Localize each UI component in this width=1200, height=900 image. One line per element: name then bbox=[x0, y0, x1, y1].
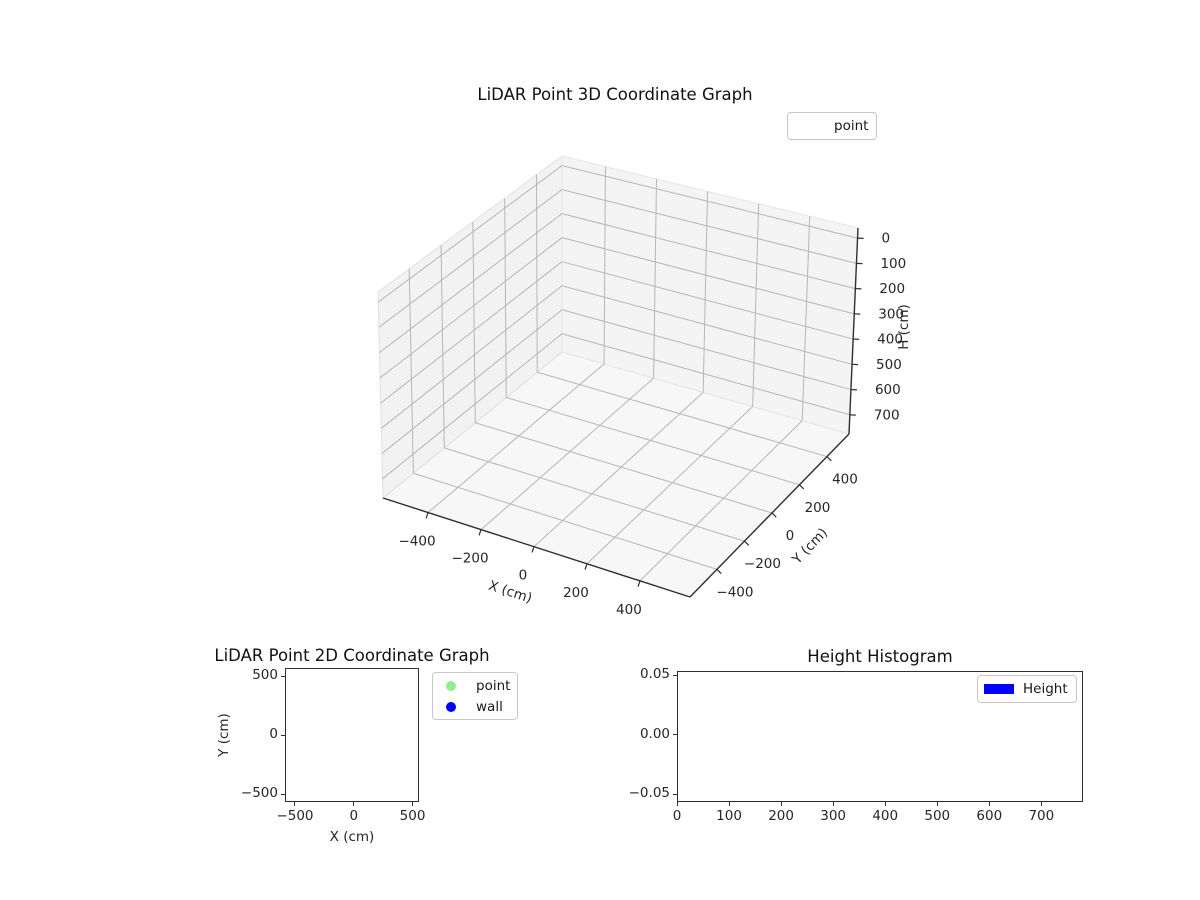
hist-legend: Height bbox=[977, 675, 1077, 703]
x-tick-label: 0 bbox=[349, 808, 359, 824]
x-tick-label: 200 bbox=[563, 585, 589, 601]
legend-label: point bbox=[476, 677, 511, 694]
plot2d-xlabel: X (cm) bbox=[329, 829, 375, 845]
legend-label: wall bbox=[476, 698, 503, 715]
y-tick-label: −200 bbox=[744, 556, 781, 572]
x-tick-label: 400 bbox=[872, 808, 899, 824]
plot3d-zlabel: H (cm) bbox=[896, 304, 912, 350]
x-tick-mark bbox=[988, 802, 990, 806]
plot3d-ylabel: Y (cm) bbox=[789, 525, 832, 568]
legend-item: point bbox=[788, 118, 876, 134]
legend-label: point bbox=[834, 118, 869, 134]
z-tick-label: 0 bbox=[882, 231, 891, 247]
x-tick-label: 100 bbox=[716, 808, 742, 824]
x-tick-mark bbox=[353, 802, 355, 806]
legend-empty-marker bbox=[800, 121, 822, 131]
plot2d-legend: point wall bbox=[432, 672, 518, 720]
legend-rect-marker bbox=[984, 684, 1014, 694]
z-tick-label: 600 bbox=[875, 382, 901, 398]
z-tick-label: 700 bbox=[874, 407, 900, 423]
hist-title: Height Histogram bbox=[807, 647, 953, 666]
x-tick-mark bbox=[780, 802, 782, 806]
x-tick-mark bbox=[676, 802, 678, 806]
legend-dot-marker bbox=[446, 680, 456, 691]
y-tick-label: 0 bbox=[269, 726, 278, 743]
plot2d-plot-area bbox=[285, 668, 419, 802]
y-tick-label: 500 bbox=[252, 667, 278, 684]
legend-item: wall bbox=[433, 699, 517, 715]
y-tick-label: 400 bbox=[832, 472, 858, 488]
plot3d-panes bbox=[377, 155, 859, 598]
y-tick-label: −500 bbox=[240, 785, 278, 802]
x-tick-label: 600 bbox=[976, 808, 1003, 824]
y-tick-label: −0.05 bbox=[628, 785, 670, 802]
y-tick-mark bbox=[673, 674, 677, 676]
z-tick-label: 400 bbox=[877, 332, 903, 348]
y-tick-mark bbox=[673, 734, 677, 736]
x-tick-label: −200 bbox=[451, 551, 488, 567]
y-tick-mark bbox=[673, 793, 677, 795]
plot3d-axis-lines bbox=[382, 227, 859, 598]
y-tick-label: 0.05 bbox=[639, 666, 670, 683]
x-tick-label: 200 bbox=[768, 808, 794, 824]
x-tick-label: 0 bbox=[672, 808, 682, 824]
x-tick-mark bbox=[936, 802, 938, 806]
x-tick-label: −400 bbox=[398, 534, 435, 550]
legend-item: Height bbox=[978, 681, 1076, 697]
x-tick-label: −500 bbox=[276, 808, 314, 824]
plot3d-grid bbox=[377, 165, 858, 582]
z-tick-label: 500 bbox=[876, 357, 902, 373]
y-tick-label: 0 bbox=[786, 528, 795, 544]
z-tick-label: 300 bbox=[878, 306, 904, 322]
legend-item: point bbox=[433, 678, 517, 694]
y-tick-label: −400 bbox=[716, 584, 753, 600]
plot3d-title: LiDAR Point 3D Coordinate Graph bbox=[477, 85, 753, 104]
plot3d-tick-labels: −400−2000200400−400−20002004000100200300… bbox=[398, 231, 906, 618]
x-tick-label: 500 bbox=[399, 808, 426, 824]
y-tick-mark bbox=[281, 675, 285, 677]
y-tick-mark bbox=[281, 793, 285, 795]
x-tick-mark bbox=[1040, 802, 1042, 806]
x-tick-mark bbox=[832, 802, 834, 806]
plot3d-tick-marks bbox=[425, 237, 864, 587]
legend-dot-marker bbox=[446, 701, 456, 712]
x-tick-label: 700 bbox=[1028, 808, 1055, 824]
x-tick-mark bbox=[412, 802, 414, 806]
y-tick-label: 0.00 bbox=[639, 725, 670, 742]
y-tick-label: 200 bbox=[805, 500, 831, 516]
x-tick-mark bbox=[294, 802, 296, 806]
z-tick-label: 100 bbox=[880, 256, 906, 272]
x-tick-label: 400 bbox=[616, 602, 642, 618]
x-tick-label: 500 bbox=[924, 808, 951, 824]
plot3d-legend: point bbox=[787, 112, 877, 140]
legend-label: Height bbox=[1023, 681, 1068, 697]
y-tick-mark bbox=[281, 734, 285, 736]
plot2d-title: LiDAR Point 2D Coordinate Graph bbox=[214, 646, 490, 665]
x-tick-mark bbox=[728, 802, 730, 806]
x-tick-label: 0 bbox=[519, 568, 528, 584]
x-tick-mark bbox=[884, 802, 886, 806]
z-tick-label: 200 bbox=[879, 281, 905, 297]
x-tick-label: 300 bbox=[820, 808, 847, 824]
